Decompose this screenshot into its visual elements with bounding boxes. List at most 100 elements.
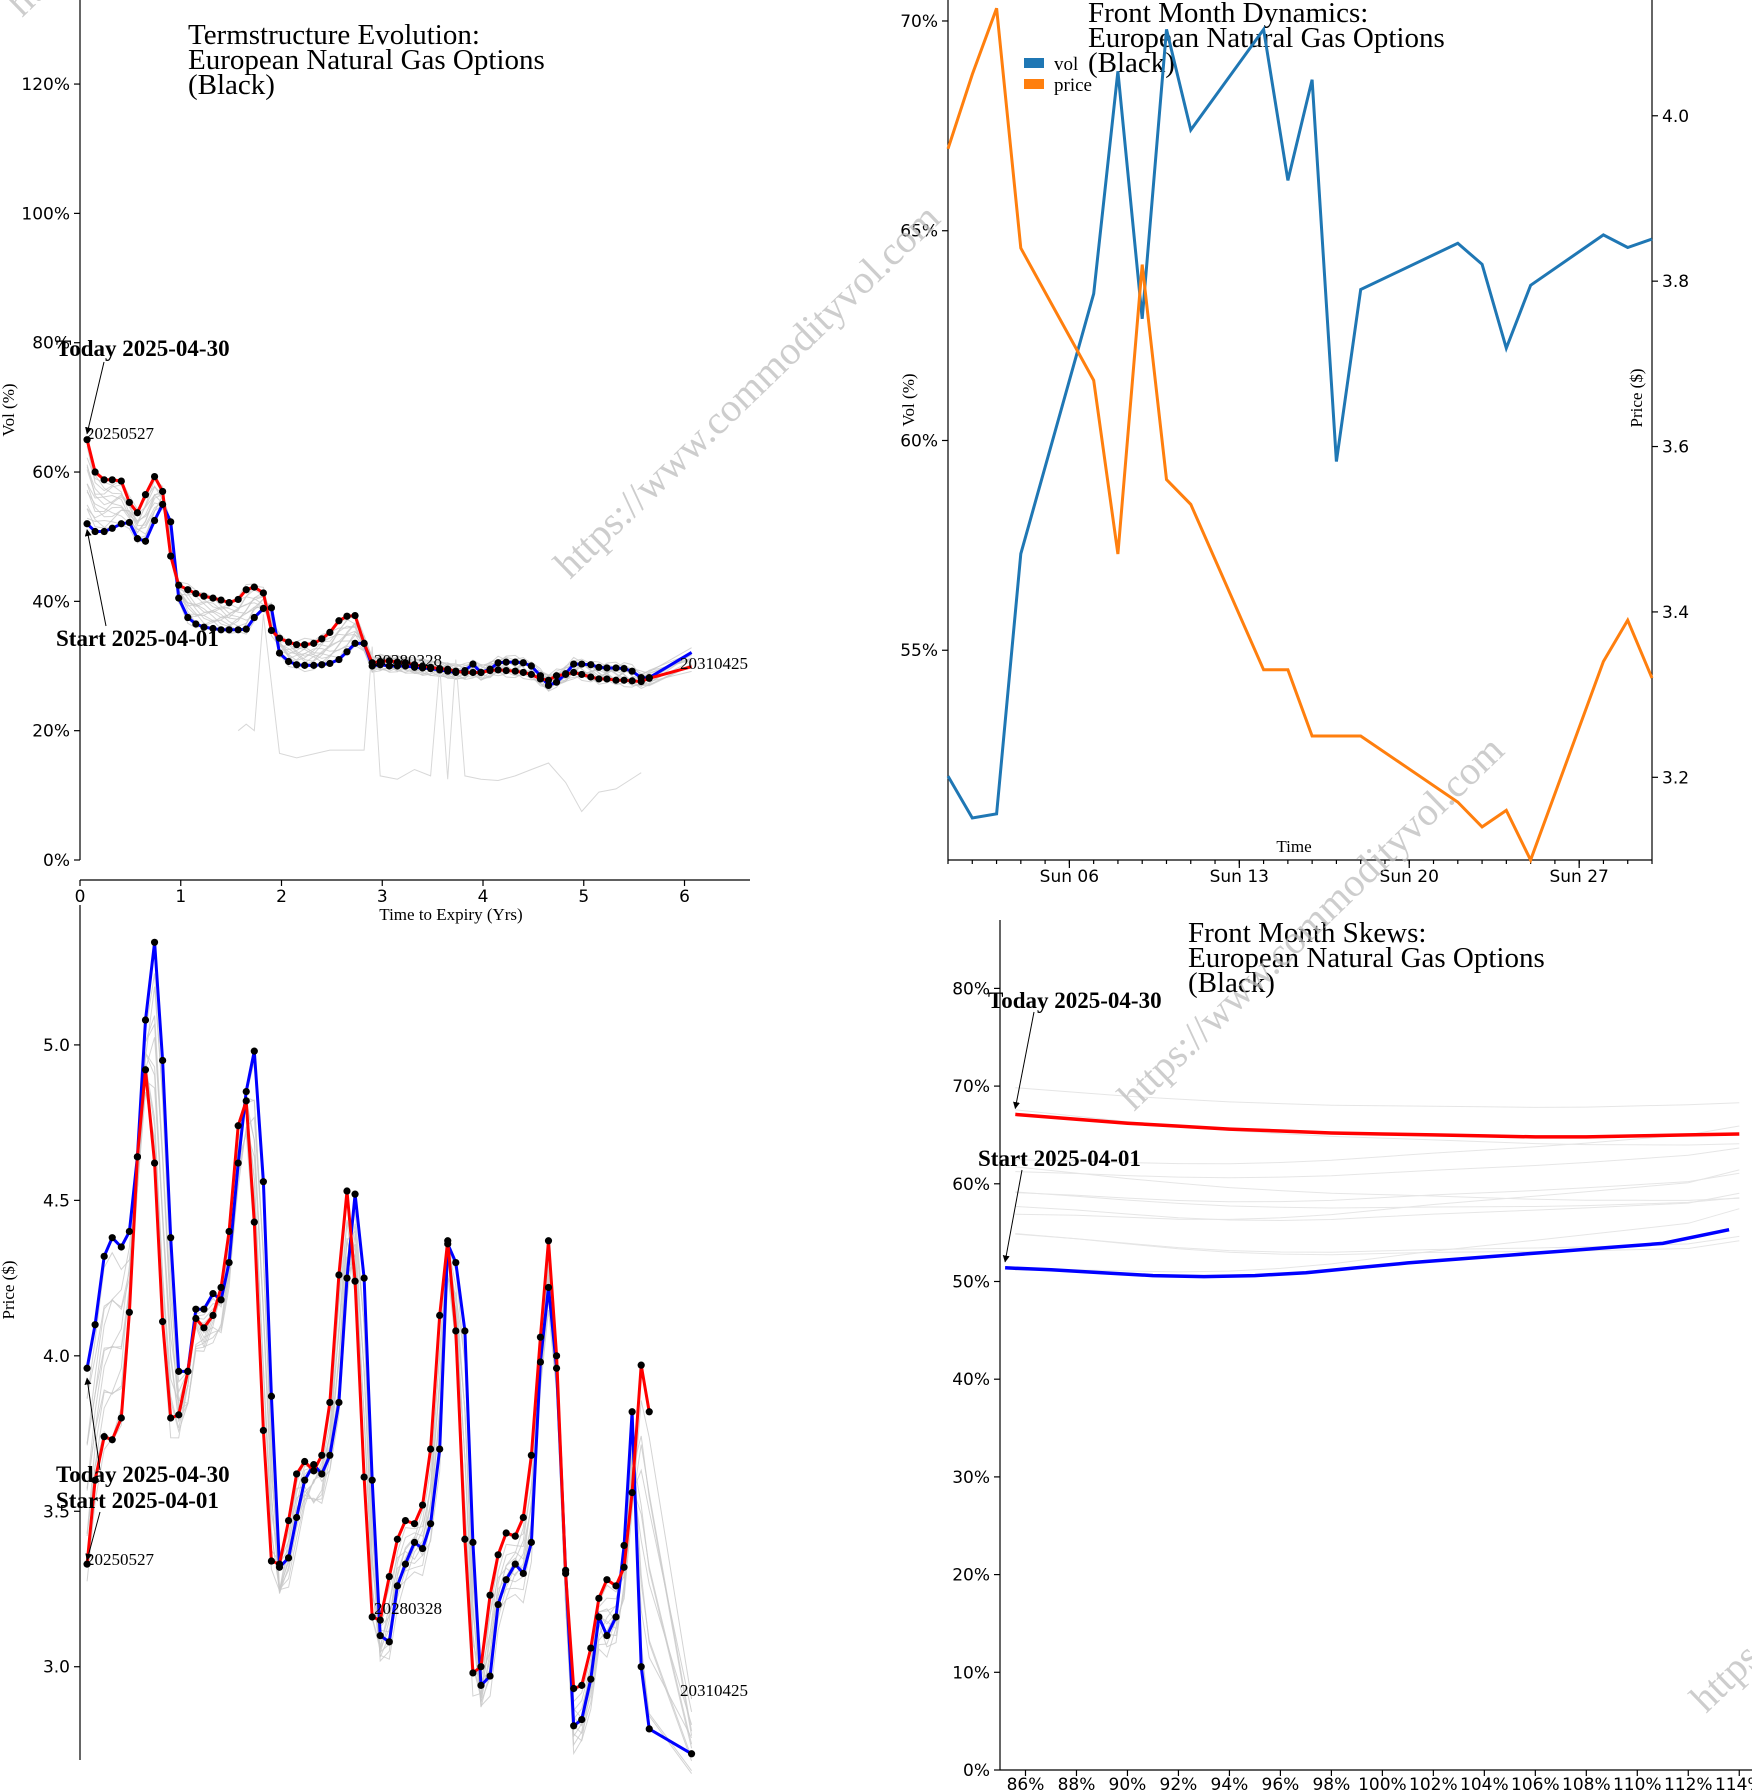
- term-vol-today-point: [167, 552, 175, 560]
- term-vol-today-point: [410, 661, 419, 669]
- term-vol-today-arrow: [85, 361, 105, 435]
- skew-history-line: [1015, 1166, 1740, 1201]
- term-vol-today-annotation: Today 2025-04-30: [56, 336, 230, 361]
- term-price-start-point: [469, 1538, 477, 1546]
- term-price-today-point: [83, 1560, 91, 1568]
- term-price-start-point: [637, 1663, 645, 1671]
- skew-x-tick-label: 86%: [1007, 1775, 1045, 1792]
- term-price-start-arrow: [85, 1511, 101, 1561]
- skew-x-tick-label: 108%: [1562, 1775, 1611, 1792]
- term-vol-start-point: [385, 662, 393, 670]
- term-price-start-point: [83, 1364, 91, 1372]
- front-month-y2-label: Price ($): [1627, 368, 1646, 427]
- term-vol-start-point: [351, 639, 359, 647]
- watermark-text: https://www.commodityvol.com: [1109, 727, 1512, 1119]
- skew-x-tick-label: 106%: [1511, 1775, 1560, 1792]
- term-price-today-point: [175, 1411, 183, 1419]
- term-vol-start-point: [192, 620, 200, 628]
- term-vol-start-point: [552, 678, 561, 686]
- term-price-chart: 3.0 3.5 4.0 4.5 5.0 Price ($) Today 2025-04-30…: [0, 905, 748, 1774]
- term-price-today-point: [461, 1535, 469, 1543]
- term-price-start-point: [343, 1274, 351, 1282]
- term-vol-x-tick-label: 1: [175, 887, 186, 907]
- term-vol-today-point: [376, 657, 384, 666]
- term-vol-today-point: [192, 589, 200, 598]
- term-vol-today-point: [133, 509, 142, 517]
- term-vol-start-point: [175, 594, 183, 602]
- skew-x-tick-label: 94%: [1211, 1775, 1249, 1792]
- term-price-today-point: [117, 1414, 125, 1422]
- term-price-start-point: [141, 1016, 150, 1024]
- watermark-text: https://www.commodityvol.com: [545, 195, 948, 587]
- term-price-start-point: [125, 1227, 133, 1236]
- term-vol-y-tick-label: 60%: [32, 463, 70, 483]
- term-price-start-point: [250, 1047, 258, 1055]
- term-vol-start-point: [284, 657, 293, 666]
- skew-y-tick-label: 70%: [952, 1077, 990, 1097]
- term-price-today-point: [200, 1324, 208, 1332]
- term-vol-start-point: [234, 626, 242, 634]
- term-vol-today-point: [385, 657, 393, 665]
- term-price-today-point: [91, 1476, 99, 1484]
- term-vol-tenor-label: 20310425: [680, 654, 748, 673]
- term-vol-start-point: [125, 518, 133, 527]
- term-vol-today-point: [284, 638, 293, 646]
- term-vol-start-point: [335, 655, 343, 664]
- term-vol-start-point: [100, 527, 108, 536]
- term-vol-start-point: [267, 604, 276, 612]
- front-month-title-line-3: (Black): [1088, 47, 1175, 79]
- term-vol-today-point: [351, 611, 359, 620]
- term-price-y-tick-label: 3.5: [43, 1502, 70, 1522]
- term-vol-x-tick-label: 6: [679, 887, 690, 907]
- front-month-y-tick-label: 70%: [900, 12, 938, 32]
- term-vol-today-point: [250, 583, 258, 591]
- term-vol-start-point: [494, 659, 502, 667]
- term-price-today-point: [125, 1308, 133, 1316]
- term-price-start-point: [310, 1461, 318, 1469]
- term-price-tenor-label: 20250527: [86, 1550, 155, 1569]
- term-price-today-point: [570, 1684, 578, 1693]
- term-price-today-point: [310, 1467, 318, 1475]
- front-month-y-tick-label: 65%: [900, 222, 938, 242]
- term-vol-today-point: [645, 674, 653, 682]
- term-vol-today-point: [552, 672, 561, 680]
- term-vol-today-point: [368, 659, 376, 667]
- skew-x-tick-label: 90%: [1109, 1775, 1147, 1792]
- term-price-start-point: [385, 1638, 393, 1646]
- term-price-start-annotation: Start 2025-04-01: [56, 1488, 219, 1513]
- skew-y-tick-label: 50%: [952, 1272, 990, 1292]
- term-vol-today-point: [527, 670, 535, 679]
- term-price-today-point: [376, 1616, 384, 1624]
- term-price-start-point: [628, 1408, 636, 1416]
- term-price-today-point: [343, 1187, 351, 1195]
- term-vol-today-point: [209, 594, 217, 602]
- watermark-text: https://www.commodityvol.com: [1681, 1329, 1752, 1721]
- term-vol-start-point: [225, 626, 233, 634]
- term-vol-today-point: [159, 487, 167, 496]
- skew-today-annotation: Today 2025-04-30: [988, 988, 1162, 1013]
- term-price-start-point: [410, 1538, 419, 1546]
- term-price-today-point: [486, 1591, 494, 1599]
- front-month-x-tick-label: Sun 20: [1380, 867, 1439, 887]
- term-vol-start-point: [570, 660, 578, 668]
- term-price-today-point: [100, 1433, 108, 1441]
- front-month-y2-tick-label: 3.4: [1662, 603, 1689, 623]
- term-vol-start-point: [184, 613, 192, 622]
- term-price-today-point: [427, 1445, 435, 1453]
- term-price-start-point: [150, 938, 159, 946]
- term-price-start-point: [167, 1234, 175, 1242]
- term-vol-start-point: [293, 661, 301, 669]
- front-month-price-line: [946, 7, 1654, 864]
- term-price-start-point: [326, 1451, 334, 1459]
- front-month-y-label: Vol (%): [899, 373, 918, 426]
- term-price-today-point: [477, 1663, 485, 1671]
- term-vol-today-point: [310, 639, 318, 647]
- term-vol-start-point: [587, 661, 595, 669]
- term-vol-y-tick-label: 120%: [21, 75, 70, 95]
- skew-history-line: [1015, 1192, 1740, 1222]
- skew-y-tick-label: 60%: [952, 1175, 990, 1195]
- skew-history-line: [1015, 1233, 1740, 1256]
- skew-start-arrow: [1002, 1169, 1023, 1263]
- term-vol-x-tick-label: 5: [578, 887, 589, 907]
- term-price-start-point: [494, 1600, 502, 1609]
